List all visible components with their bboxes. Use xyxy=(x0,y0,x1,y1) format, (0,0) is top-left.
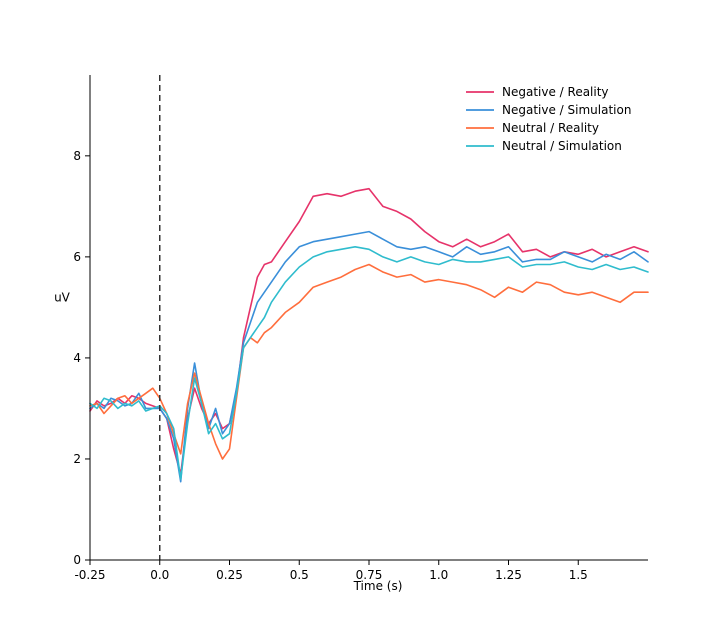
plot-lines xyxy=(89,187,649,483)
series-line-1 xyxy=(89,230,649,483)
y-tick-label: 0 xyxy=(73,553,81,567)
x-tick-label: 1.0 xyxy=(429,568,448,582)
x-tick-label: 0.0 xyxy=(150,568,169,582)
x-tick-label: 0.75 xyxy=(356,568,383,582)
y-tick-label: 8 xyxy=(73,149,81,163)
legend-label: Neutral / Reality xyxy=(502,121,599,135)
y-axis-label: uV xyxy=(54,290,71,304)
y-tick-label: 6 xyxy=(73,250,81,264)
y-tick-label: 4 xyxy=(73,351,81,365)
x-tick-label: 1.5 xyxy=(569,568,588,582)
x-axis-label: Time (s) xyxy=(353,579,403,593)
x-axis-ticks: -0.25 0.0 0.25 0.5 0.75 1.0 1.25 1.5 xyxy=(74,560,588,582)
y-tick-label: 2 xyxy=(73,452,81,466)
x-tick-label: 0.25 xyxy=(216,568,243,582)
x-tick-label: 0.5 xyxy=(290,568,309,582)
legend-label: Negative / Simulation xyxy=(502,103,631,117)
series-line-2 xyxy=(89,263,649,460)
x-tick-label: 1.25 xyxy=(495,568,522,582)
y-axis-ticks: 0 2 4 6 8 xyxy=(73,149,90,567)
legend-label: Neutral / Simulation xyxy=(502,139,622,153)
series-line-0 xyxy=(89,187,649,475)
legend: Negative / Reality Negative / Simulation N… xyxy=(466,85,631,153)
legend-label: Negative / Reality xyxy=(502,85,609,99)
series-line-3 xyxy=(89,246,649,480)
x-tick-label: -0.25 xyxy=(74,568,105,582)
